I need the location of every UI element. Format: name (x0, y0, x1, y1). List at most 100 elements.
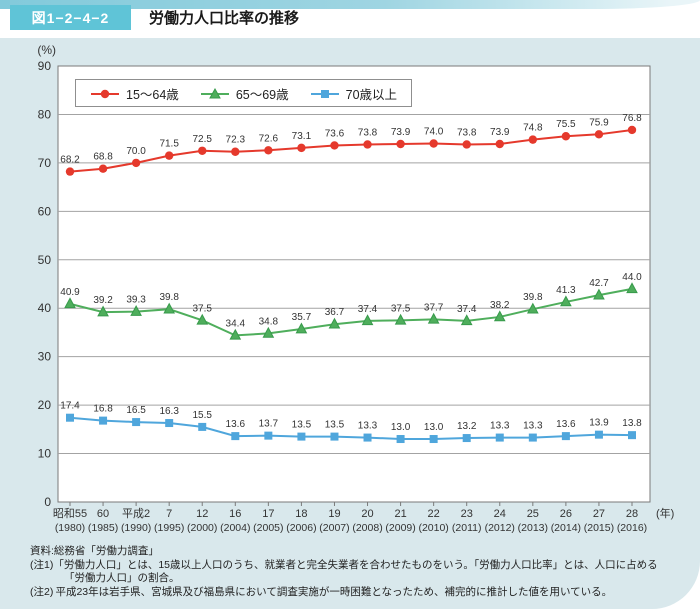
svg-text:7: 7 (166, 508, 172, 520)
svg-text:74.0: 74.0 (424, 127, 444, 138)
svg-text:16.8: 16.8 (93, 404, 113, 415)
svg-text:26: 26 (560, 508, 572, 520)
svg-text:72.3: 72.3 (226, 135, 246, 146)
svg-text:13.9: 13.9 (589, 418, 609, 429)
svg-text:13.5: 13.5 (325, 420, 345, 431)
svg-text:(2000): (2000) (187, 522, 217, 534)
svg-text:(1990): (1990) (121, 522, 151, 534)
source-note: 資料:総務省「労働力調査」 (30, 545, 159, 557)
svg-text:15.5: 15.5 (193, 410, 213, 421)
svg-text:(1985): (1985) (88, 522, 118, 534)
svg-text:24: 24 (494, 508, 506, 520)
svg-text:12: 12 (196, 508, 208, 520)
svg-text:73.8: 73.8 (457, 127, 477, 138)
svg-text:40.9: 40.9 (60, 287, 80, 298)
svg-text:平成2: 平成2 (122, 507, 150, 520)
svg-text:20: 20 (38, 398, 52, 412)
page-title: 労働力人口比率の推移 (149, 10, 300, 27)
svg-text:13.2: 13.2 (457, 421, 477, 432)
svg-text:(2009): (2009) (385, 522, 415, 534)
svg-text:73.9: 73.9 (490, 127, 510, 138)
svg-text:13.3: 13.3 (490, 421, 510, 432)
svg-text:71.5: 71.5 (159, 139, 179, 150)
svg-text:37.4: 37.4 (457, 304, 477, 315)
svg-text:13.8: 13.8 (622, 418, 642, 429)
svg-text:(2012): (2012) (485, 522, 515, 534)
chart-legend: 15〜64歳 65〜69歳 70歳以上 (75, 79, 413, 107)
svg-text:(2015): (2015) (584, 522, 614, 534)
svg-text:(年): (年) (656, 506, 674, 520)
svg-text:(1980): (1980) (55, 522, 85, 534)
svg-text:39.8: 39.8 (159, 292, 179, 303)
svg-text:39.3: 39.3 (126, 295, 146, 306)
svg-text:(1995): (1995) (154, 522, 184, 534)
svg-text:75.9: 75.9 (589, 117, 609, 128)
legend-marker-circle-icon (90, 87, 120, 99)
legend-marker-square-icon (310, 87, 340, 99)
svg-text:19: 19 (328, 508, 340, 520)
legend-label: 15〜64歳 (126, 87, 179, 102)
svg-text:17: 17 (262, 508, 274, 520)
svg-text:68.8: 68.8 (93, 152, 113, 163)
svg-text:13.0: 13.0 (391, 422, 411, 433)
svg-text:13.6: 13.6 (226, 419, 246, 430)
svg-text:72.5: 72.5 (193, 134, 213, 145)
svg-text:(2004): (2004) (220, 522, 250, 534)
svg-text:13.6: 13.6 (556, 419, 576, 430)
svg-text:60: 60 (38, 204, 52, 218)
svg-text:72.6: 72.6 (259, 133, 279, 144)
svg-text:41.3: 41.3 (556, 285, 576, 296)
svg-text:37.7: 37.7 (424, 302, 444, 313)
svg-text:36.7: 36.7 (325, 307, 345, 318)
header: 図1−2−4−2 労働力人口比率の推移 (10, 5, 299, 30)
svg-text:39.2: 39.2 (93, 295, 113, 306)
svg-text:28: 28 (626, 508, 638, 520)
svg-text:16.5: 16.5 (126, 405, 146, 416)
svg-text:13.3: 13.3 (523, 421, 543, 432)
svg-text:13.3: 13.3 (358, 421, 378, 432)
svg-text:25: 25 (527, 508, 539, 520)
svg-text:0: 0 (44, 495, 51, 509)
svg-text:13.5: 13.5 (292, 420, 312, 431)
svg-text:(2013): (2013) (518, 522, 548, 534)
figure-number-badge: 図1−2−4−2 (10, 5, 131, 30)
svg-text:昭和55: 昭和55 (53, 507, 87, 520)
svg-text:73.6: 73.6 (325, 128, 345, 139)
svg-text:34.4: 34.4 (226, 318, 246, 329)
svg-text:73.8: 73.8 (358, 127, 378, 138)
svg-text:13.0: 13.0 (424, 422, 444, 433)
svg-text:(2005): (2005) (253, 522, 283, 534)
svg-text:(2011): (2011) (452, 522, 482, 534)
svg-text:(2010): (2010) (418, 522, 448, 534)
svg-text:76.8: 76.8 (622, 113, 642, 124)
svg-text:(2008): (2008) (352, 522, 382, 534)
svg-text:75.5: 75.5 (556, 119, 576, 130)
svg-text:(2006): (2006) (286, 522, 316, 534)
legend-label: 65〜69歳 (235, 87, 289, 102)
legend-item: 65〜69歳 (200, 84, 289, 103)
svg-text:20: 20 (361, 508, 373, 520)
svg-text:40: 40 (38, 301, 52, 315)
svg-text:73.9: 73.9 (391, 127, 411, 138)
svg-text:80: 80 (38, 107, 52, 121)
svg-text:70.0: 70.0 (126, 146, 146, 157)
svg-text:18: 18 (295, 508, 307, 520)
svg-text:16.3: 16.3 (159, 406, 179, 417)
svg-text:(%): (%) (37, 43, 56, 57)
svg-text:22: 22 (428, 508, 440, 520)
svg-text:70: 70 (38, 156, 52, 170)
svg-text:16: 16 (229, 508, 241, 520)
svg-text:10: 10 (38, 447, 52, 461)
footnote-2: (注2) 平成23年は岩手県、宮城県及び福島県において調査実施が一時困難となった… (30, 585, 613, 598)
svg-text:38.2: 38.2 (490, 300, 510, 311)
svg-text:34.8: 34.8 (259, 316, 279, 327)
svg-text:68.2: 68.2 (60, 155, 80, 166)
svg-text:21: 21 (394, 508, 406, 520)
svg-text:44.0: 44.0 (622, 272, 642, 283)
svg-text:90: 90 (38, 59, 52, 73)
svg-text:(2014): (2014) (551, 522, 581, 534)
legend-label: 70歳以上 (345, 87, 398, 102)
svg-text:23: 23 (461, 508, 473, 520)
legend-item: 70歳以上 (310, 84, 397, 103)
